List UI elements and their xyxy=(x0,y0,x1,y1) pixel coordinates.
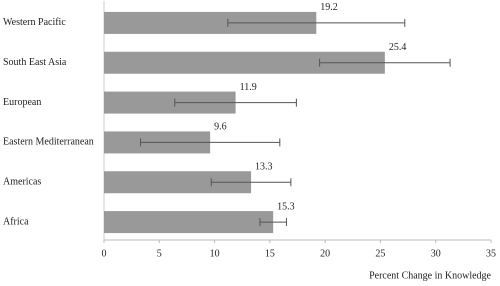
data-label: 11.9 xyxy=(240,82,257,93)
error-bar xyxy=(259,218,287,227)
x-tick-label: 0 xyxy=(102,248,107,259)
error-bar xyxy=(139,138,281,147)
data-label: 9.6 xyxy=(214,122,227,133)
bar xyxy=(104,211,274,234)
x-tick-label: 35 xyxy=(486,248,496,259)
x-axis-title: Percent Change in Knowledge xyxy=(369,270,491,281)
bar xyxy=(104,91,236,114)
x-tick-label: 25 xyxy=(375,248,385,259)
data-label: 25.4 xyxy=(389,42,407,53)
bar xyxy=(104,171,252,194)
y-tick-label: European xyxy=(3,97,41,108)
x-tick-label: 20 xyxy=(320,248,330,259)
data-label: 15.3 xyxy=(277,201,295,212)
y-tick-label: South East Asia xyxy=(3,57,67,68)
error-bar xyxy=(210,178,292,187)
x-tick-label: 15 xyxy=(265,248,275,259)
bar xyxy=(104,11,317,34)
error-bar xyxy=(174,98,297,107)
y-tick-label: Africa xyxy=(3,216,29,227)
x-tick-label: 10 xyxy=(210,248,220,259)
bar xyxy=(104,51,385,74)
error-bar xyxy=(227,18,406,27)
y-tick-label: Eastern Mediterranean xyxy=(3,137,94,148)
x-tick-label: 5 xyxy=(157,248,162,259)
data-label: 19.2 xyxy=(320,2,338,13)
y-tick-label: Western Pacific xyxy=(3,17,66,28)
data-label: 13.3 xyxy=(255,162,273,173)
x-tick-label: 30 xyxy=(431,248,441,259)
y-tick-label: Americas xyxy=(3,177,41,188)
error-bar xyxy=(319,58,451,67)
